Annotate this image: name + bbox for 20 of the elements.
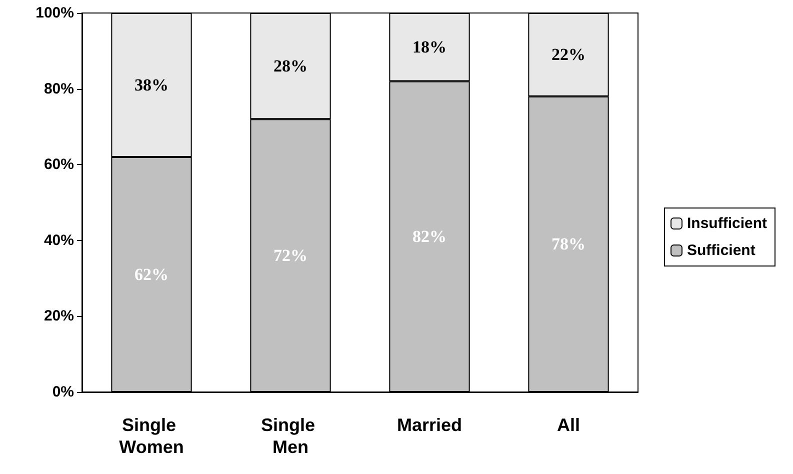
x-tick-label: Married: [396, 415, 462, 435]
y-tick-label: 100%: [36, 4, 74, 22]
legend-label: Sufficient: [687, 242, 756, 259]
data-label: 82%: [412, 227, 446, 246]
y-tick-label: 40%: [44, 232, 74, 249]
y-tick-label: 20%: [44, 308, 74, 325]
data-label: 62%: [134, 265, 168, 284]
x-tick-label: Single Women: [119, 415, 184, 457]
data-label: 38%: [134, 76, 168, 95]
data-label: 22%: [552, 45, 586, 64]
y-tick-label: 0%: [52, 384, 74, 400]
data-label: 28%: [274, 56, 308, 76]
x-tick-label: All: [556, 415, 580, 435]
y-tick-label: 60%: [44, 156, 74, 174]
y-tick-label: 80%: [44, 80, 74, 98]
data-label: 72%: [274, 246, 308, 266]
legend-label: Insufficient: [687, 215, 768, 232]
data-label: 78%: [552, 234, 586, 254]
data-label: 18%: [412, 38, 446, 57]
x-tick-label: Single Men: [260, 415, 320, 457]
